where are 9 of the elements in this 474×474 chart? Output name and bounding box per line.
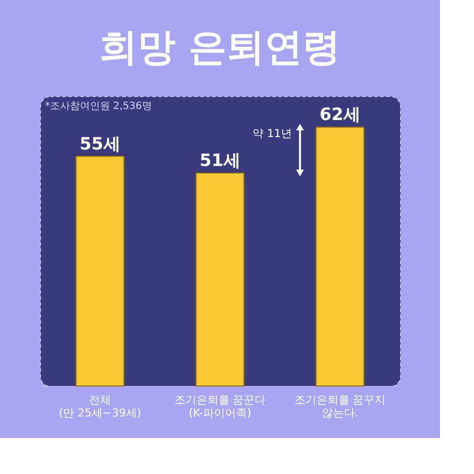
data-label: 55세	[80, 134, 120, 154]
chart-title: 희망 은퇴연령	[99, 25, 341, 69]
annotation: 약 11년	[252, 127, 292, 140]
x-tick-label: 조기은퇴를 꿈꾼다 (K-파이어족)	[174, 394, 266, 420]
x-tick-label: 조기은퇴를 꿈꾸지 않는다.	[294, 394, 386, 420]
text: *조사참여인원 2,536명	[45, 101, 152, 112]
data-label: 62세	[320, 105, 360, 126]
x-tick-label: 전체 (만 25세~39세)	[58, 394, 142, 420]
data-label: 51세	[200, 151, 240, 172]
